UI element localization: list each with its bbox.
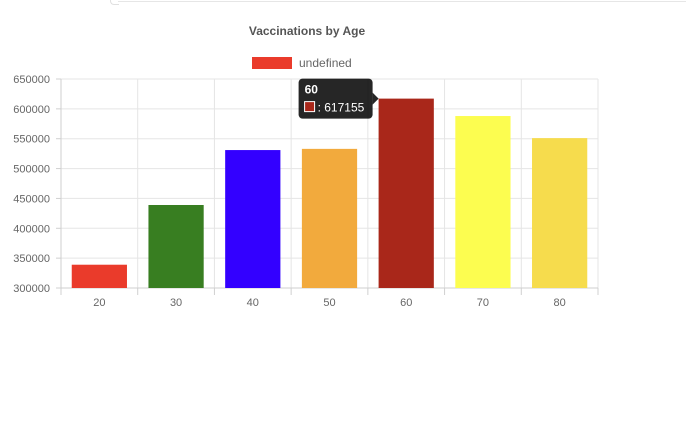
y-tick-label: 300000 bbox=[13, 283, 50, 295]
tooltip-value: : 617155 bbox=[318, 101, 365, 115]
x-tick-label: 70 bbox=[477, 297, 489, 309]
y-tick-label: 400000 bbox=[13, 223, 50, 235]
bar-60 bbox=[378, 98, 434, 288]
browser-top-edge bbox=[0, 0, 686, 5]
bar-40 bbox=[225, 150, 281, 288]
bar-70 bbox=[455, 116, 511, 288]
y-axis: 650000 600000 550000 500000 450000 400000 3500… bbox=[13, 74, 61, 295]
x-tick-label: 50 bbox=[323, 297, 335, 309]
legend[interactable]: undefined bbox=[252, 56, 352, 70]
legend-label: undefined bbox=[299, 56, 352, 70]
tooltip-caret bbox=[372, 92, 379, 105]
bar-80 bbox=[532, 138, 588, 288]
x-tick-label: 20 bbox=[93, 297, 105, 309]
top-border-line bbox=[118, 1, 686, 2]
legend-swatch bbox=[252, 57, 292, 69]
x-tick-label: 60 bbox=[400, 297, 412, 309]
x-tick-label: 80 bbox=[554, 297, 566, 309]
bar-50 bbox=[301, 148, 358, 288]
tooltip-swatch bbox=[304, 101, 316, 113]
x-tick-label: 30 bbox=[170, 297, 182, 309]
tooltip-title: 60 bbox=[305, 83, 319, 97]
y-tick-label: 650000 bbox=[13, 74, 50, 86]
bars bbox=[71, 98, 588, 288]
y-tick-label: 450000 bbox=[13, 193, 50, 205]
tooltip-box bbox=[298, 78, 373, 119]
chart-title: Vaccinations by Age bbox=[249, 24, 366, 38]
tab-edge bbox=[110, 0, 119, 5]
bar-20 bbox=[71, 264, 127, 288]
y-tick-label: 600000 bbox=[13, 104, 50, 116]
bar-30 bbox=[148, 204, 204, 288]
y-tick-label: 350000 bbox=[13, 253, 50, 265]
tooltip: 60 : 617155 bbox=[298, 78, 379, 119]
x-tick-label: 40 bbox=[247, 297, 259, 309]
x-axis: 20 30 40 50 60 70 80 bbox=[60, 287, 599, 309]
y-tick-label: 550000 bbox=[13, 134, 50, 146]
y-tick-label: 500000 bbox=[13, 164, 50, 176]
